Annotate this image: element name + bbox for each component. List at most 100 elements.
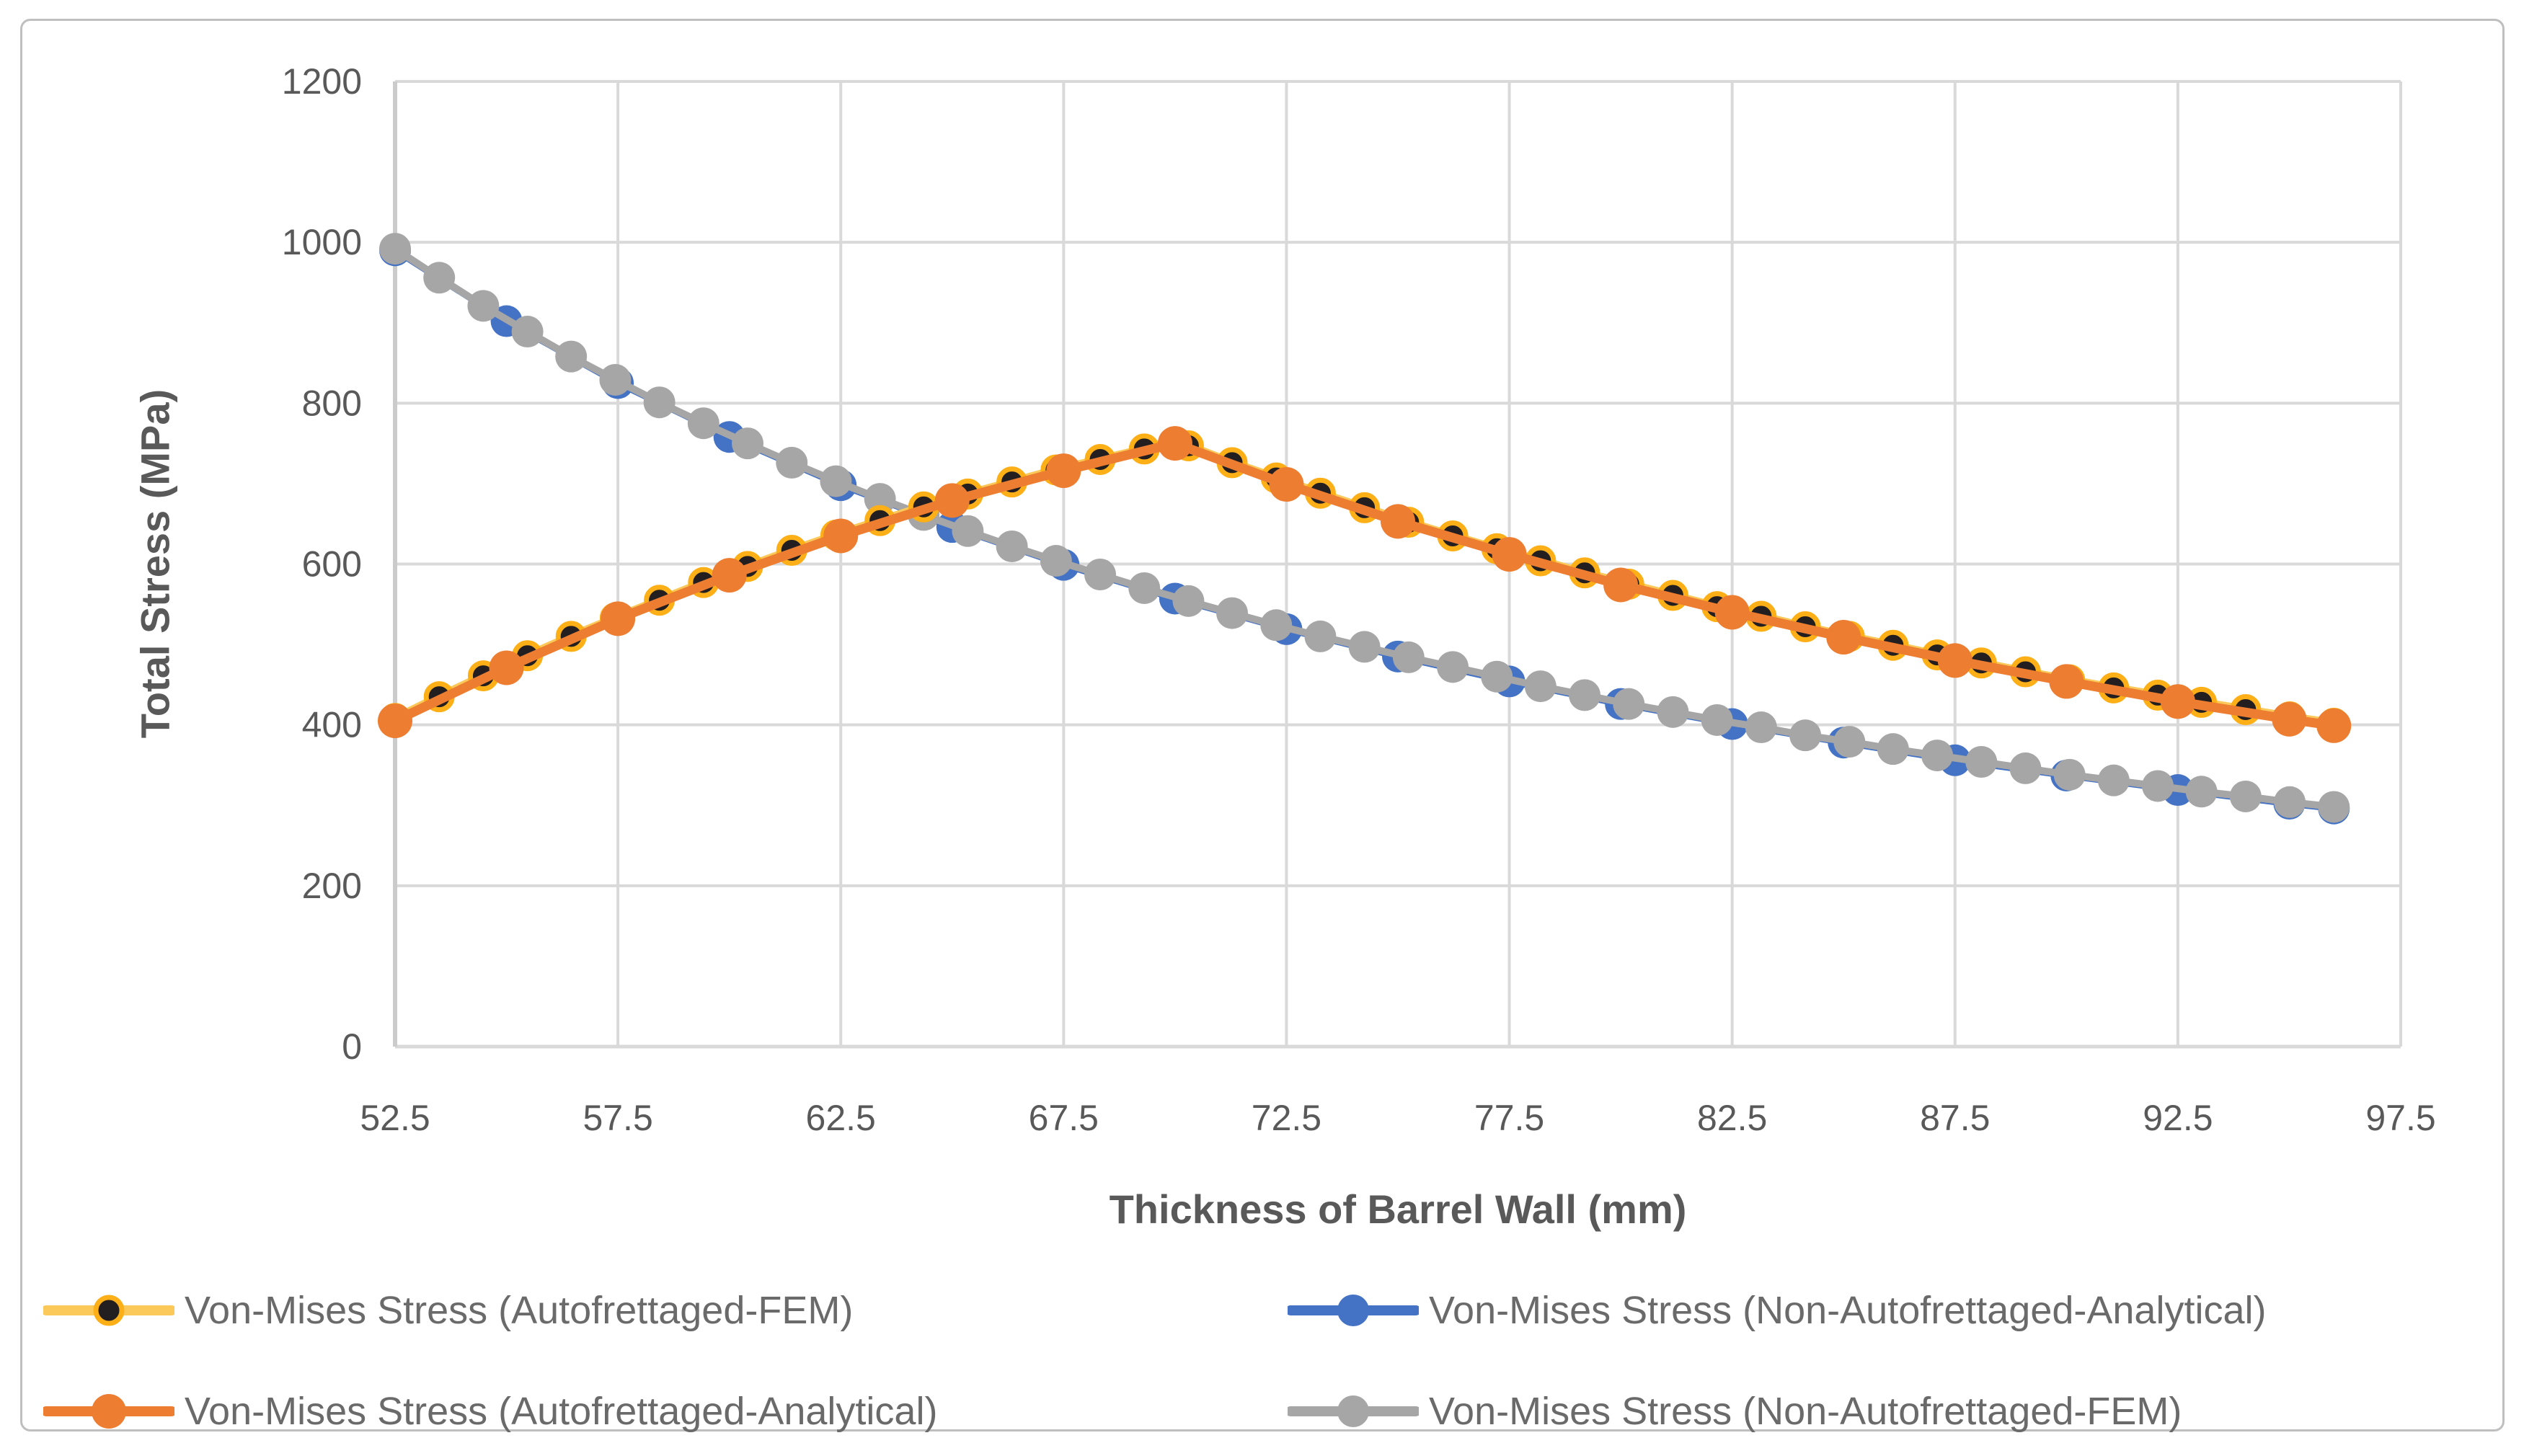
series-non-autofrettaged-fem-marker: [2097, 764, 2130, 796]
series-non-autofrettaged-fem-marker: [1172, 585, 1205, 617]
x-tick-label-87.5: 87.5: [1920, 1098, 1990, 1138]
series-autofrettaged-analytical-marker: [1714, 595, 1750, 630]
y-tick-label-800: 800: [302, 383, 362, 423]
series-autofrettaged-analytical-marker: [2049, 664, 2084, 699]
series-non-autofrettaged-fem-marker: [379, 233, 411, 265]
series-autofrettaged-analytical-marker: [1381, 504, 1415, 539]
series-non-autofrettaged-fem-marker: [820, 465, 852, 497]
series-non-autofrettaged-fem-marker: [1040, 545, 1072, 577]
series-non-autofrettaged-fem-marker: [952, 515, 984, 547]
x-tick-label-57.5: 57.5: [583, 1098, 652, 1138]
x-tick-label-82.5: 82.5: [1697, 1098, 1767, 1138]
series-non-autofrettaged-fem-marker: [1877, 733, 1909, 765]
legend-marker-non-autofrettaged-analytical: [1337, 1295, 1369, 1326]
series-autofrettaged-analytical-marker: [1603, 567, 1639, 603]
legend-item-non-autofrettaged-analytical: Von-Mises Stress (Non-Autofrettaged-Anal…: [1288, 1289, 2266, 1332]
legend-label-non-autofrettaged-fem: Von-Mises Stress (Non-Autofrettaged-FEM): [1429, 1390, 2182, 1433]
series-autofrettaged-analytical-marker: [1937, 643, 1972, 678]
series-non-autofrettaged-fem-marker: [2185, 776, 2218, 808]
legend-swatch-non-autofrettaged-fem: [1288, 1395, 1419, 1427]
legend-item-autofrettaged-analytical: Von-Mises Stress (Autofrettaged-Analytic…: [43, 1390, 937, 1433]
series-non-autofrettaged-fem-marker: [1833, 726, 1866, 758]
series-non-autofrettaged-fem-marker: [732, 427, 764, 460]
series-non-autofrettaged-fem-marker: [1128, 572, 1161, 604]
series-autofrettaged-analytical-marker: [1157, 426, 1192, 461]
series-non-autofrettaged-fem-marker: [1084, 559, 1117, 591]
legend-label-non-autofrettaged-analytical: Von-Mises Stress (Non-Autofrettaged-Anal…: [1429, 1289, 2267, 1332]
series-autofrettaged-analytical-marker: [712, 558, 747, 593]
series-non-autofrettaged-fem-marker: [1569, 679, 1601, 711]
series-non-autofrettaged-fem-marker: [2142, 770, 2174, 802]
series-autofrettaged-analytical-marker: [601, 601, 636, 636]
series-non-autofrettaged-fem-marker: [1437, 651, 1469, 683]
series-non-autofrettaged-fem-marker: [511, 316, 544, 348]
series-non-autofrettaged-fem-marker: [1745, 711, 1777, 744]
series-non-autofrettaged-fem-marker: [1216, 597, 1249, 629]
series-non-autofrettaged-fem-marker: [1701, 703, 1733, 736]
legend-swatch-non-autofrettaged-analytical: [1288, 1295, 1419, 1326]
x-tick-label-72.5: 72.5: [1252, 1098, 1321, 1138]
legend-label-autofrettaged-analytical: Von-Mises Stress (Autofrettaged-Analytic…: [185, 1390, 938, 1433]
series-autofrettaged-analytical-marker: [489, 650, 524, 685]
series-autofrettaged-analytical-marker: [934, 483, 970, 518]
series-non-autofrettaged-fem-marker: [467, 290, 500, 322]
series-non-autofrettaged-fem-marker: [996, 530, 1028, 562]
series-autofrettaged-analytical-marker: [2316, 708, 2352, 743]
series-non-autofrettaged-fem-marker: [2053, 758, 2086, 791]
series-autofrettaged-analytical-marker: [1046, 453, 1081, 489]
y-tick-label-600: 600: [302, 544, 362, 585]
series-non-autofrettaged-fem-marker: [2318, 791, 2350, 823]
series-non-autofrettaged-fem-marker: [2229, 780, 2262, 812]
legend-item-autofrettaged-fem: Von-Mises Stress (Autofrettaged-FEM): [43, 1289, 853, 1332]
y-tick-label-0: 0: [342, 1026, 362, 1067]
series-autofrettaged-analytical-marker: [823, 518, 859, 554]
series-non-autofrettaged-fem-marker: [687, 407, 719, 440]
series-non-autofrettaged-fem-marker: [1481, 660, 1513, 693]
legend-swatch-autofrettaged-fem: [43, 1295, 174, 1326]
x-tick-label-62.5: 62.5: [806, 1098, 876, 1138]
series-non-autofrettaged-fem-marker: [1304, 620, 1337, 652]
x-tick-label-92.5: 92.5: [2143, 1098, 2213, 1138]
x-tick-label-52.5: 52.5: [360, 1098, 430, 1138]
legend-marker-autofrettaged-analytical: [92, 1394, 126, 1429]
legend-marker-autofrettaged-fem: [93, 1295, 125, 1326]
series-non-autofrettaged-fem-marker: [1613, 688, 1645, 720]
legend-label-autofrettaged-fem: Von-Mises Stress (Autofrettaged-FEM): [185, 1289, 854, 1332]
series-non-autofrettaged-fem-marker: [1392, 641, 1425, 673]
series-non-autofrettaged-fem-marker: [1524, 670, 1557, 703]
series-autofrettaged-analytical-marker: [1269, 467, 1304, 502]
series-autofrettaged-analytical-marker: [1826, 620, 1861, 655]
x-axis-title: Thickness of Barrel Wall (mm): [1109, 1186, 1687, 1232]
y-tick-label-200: 200: [302, 866, 362, 906]
series-non-autofrettaged-fem-marker: [1965, 745, 1998, 778]
legend-marker-non-autofrettaged-fem: [1337, 1395, 1369, 1427]
series-non-autofrettaged-fem-marker: [555, 340, 588, 373]
series-autofrettaged-analytical-marker: [2160, 684, 2195, 719]
series-non-autofrettaged-fem-marker: [776, 446, 808, 479]
series-autofrettaged-analytical-line: [390, 438, 2339, 731]
x-tick-label-77.5: 77.5: [1474, 1098, 1544, 1138]
x-tick-label-67.5: 67.5: [1029, 1098, 1099, 1138]
series-non-autofrettaged-fem-marker: [1260, 609, 1293, 642]
x-tick-label-97.5: 97.5: [2365, 1098, 2435, 1138]
series-non-autofrettaged-fem-marker: [2009, 752, 2042, 784]
series-non-autofrettaged-fem-marker: [1789, 719, 1822, 752]
series-non-autofrettaged-fem-marker: [599, 363, 632, 396]
y-tick-label-1000: 1000: [282, 222, 362, 262]
y-tick-label-400: 400: [302, 705, 362, 745]
series-non-autofrettaged-fem-marker: [1921, 740, 1954, 772]
legend-swatch-autofrettaged-analytical: [43, 1394, 174, 1429]
series-non-autofrettaged-fem-marker: [1657, 696, 1689, 728]
series-non-autofrettaged-fem-marker: [1348, 631, 1381, 663]
series-non-autofrettaged-fem-marker: [2274, 786, 2306, 818]
series-autofrettaged-analytical-marker: [378, 703, 412, 739]
series-autofrettaged-analytical-marker: [1492, 537, 1527, 572]
y-axis-title: Total Stress (MPa): [132, 389, 178, 739]
y-tick-label-1200: 1200: [282, 61, 362, 102]
series-non-autofrettaged-fem-marker: [864, 483, 896, 515]
series-autofrettaged-analytical-marker: [2272, 701, 2307, 737]
series-non-autofrettaged-fem-line: [391, 245, 2338, 811]
series-non-autofrettaged-fem-marker: [423, 262, 456, 294]
legend-item-non-autofrettaged-fem: Von-Mises Stress (Non-Autofrettaged-FEM): [1288, 1390, 2182, 1433]
